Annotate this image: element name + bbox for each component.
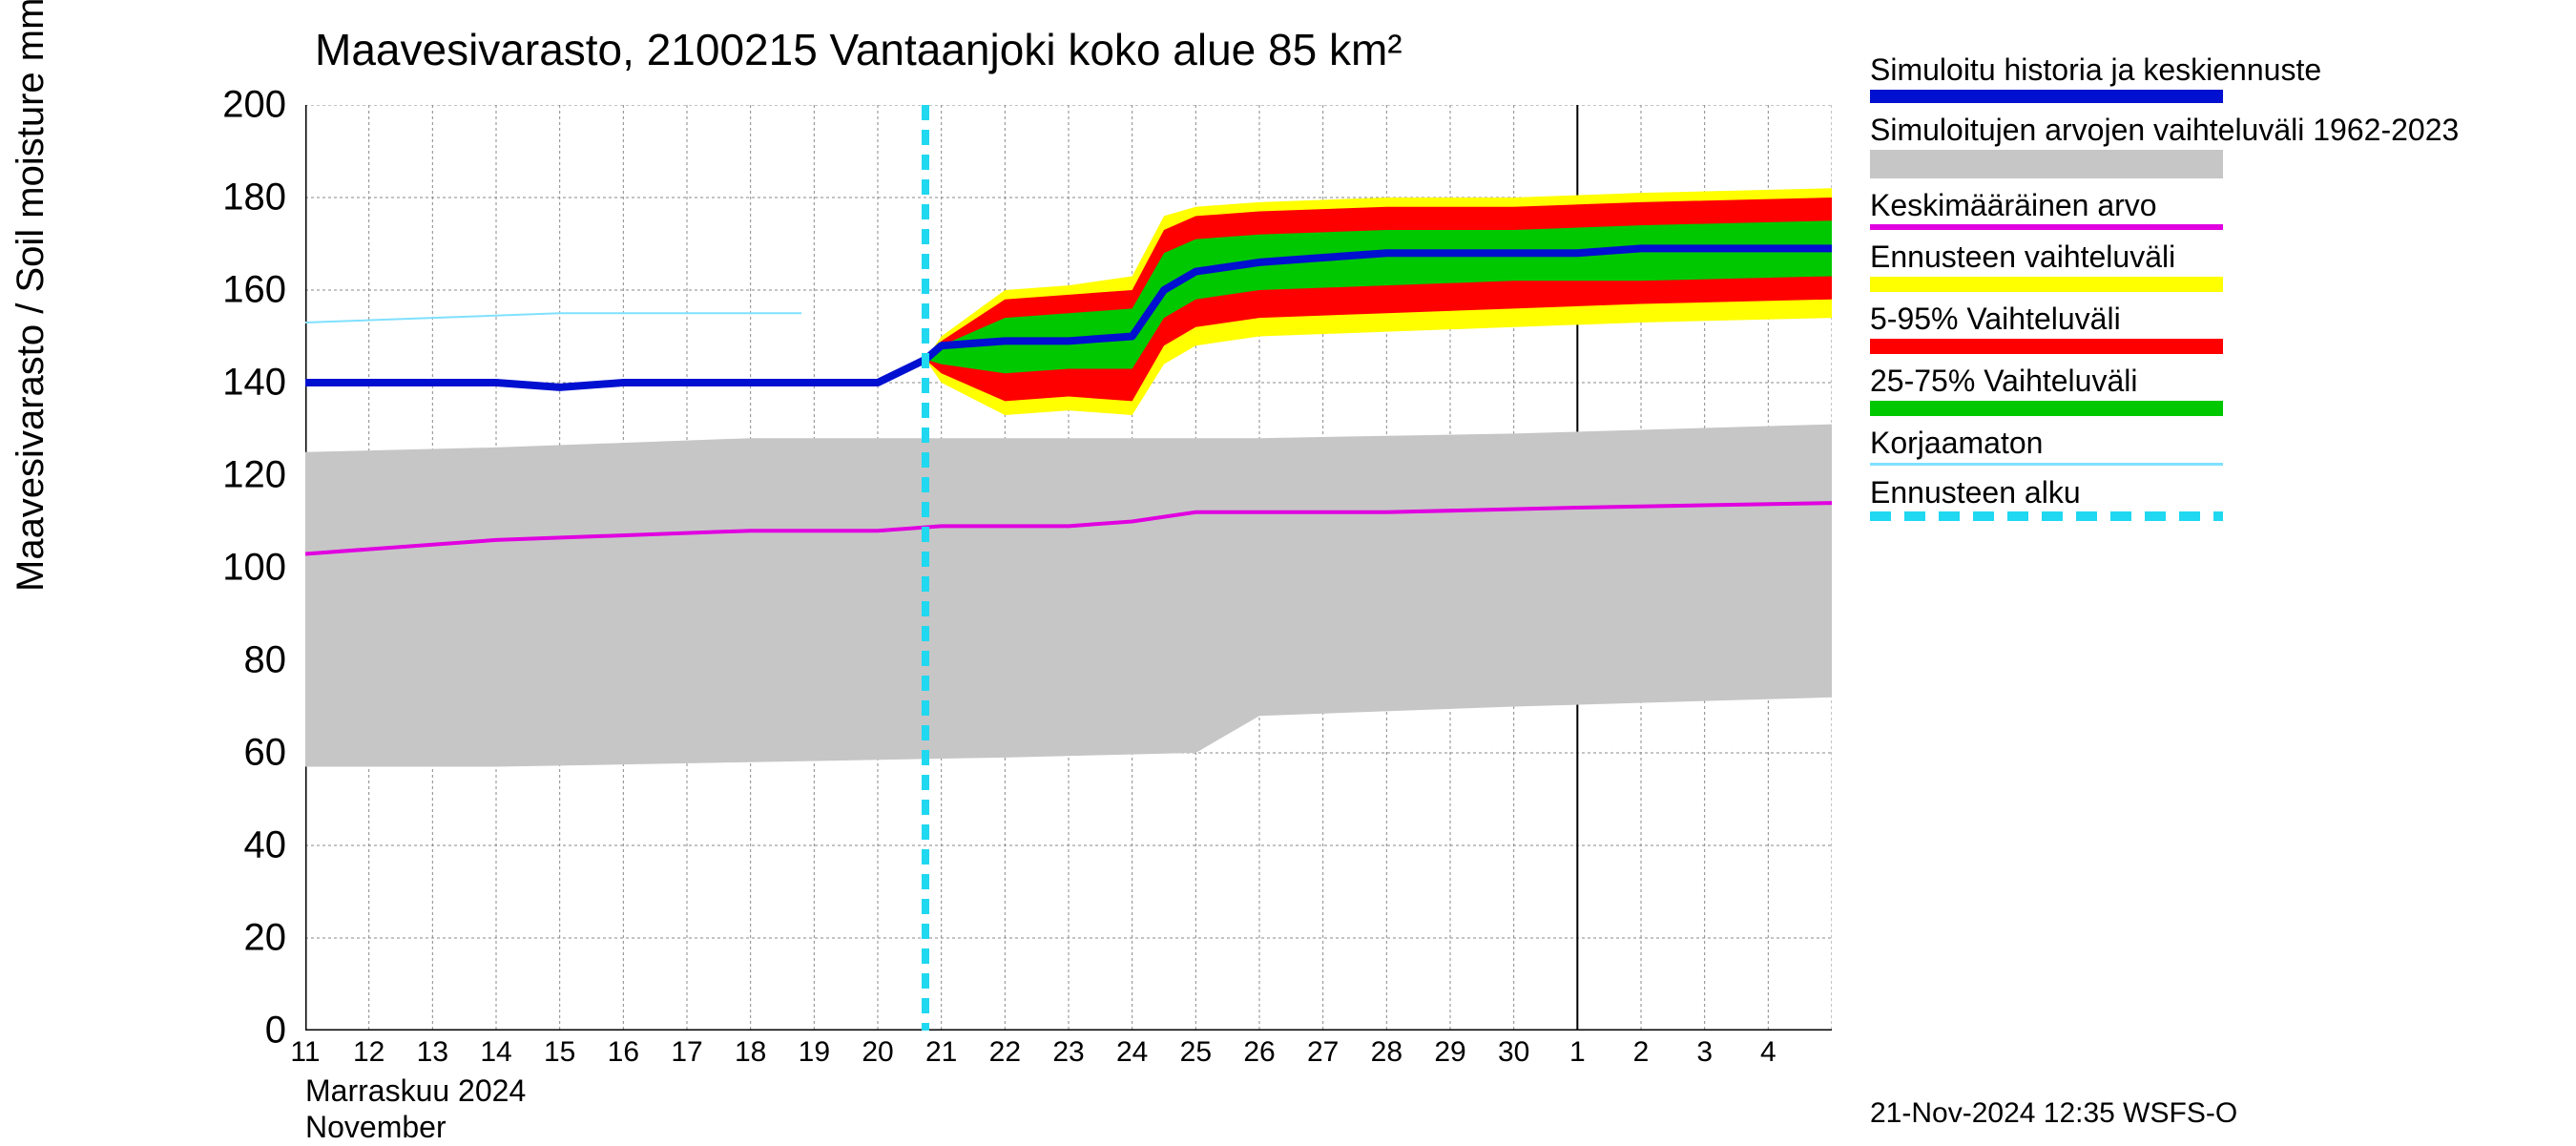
legend-item: Ennusteen vaihteluväli (1870, 240, 2557, 292)
legend-swatch (1870, 339, 2223, 354)
legend-item: 25-75% Vaihteluväli (1870, 364, 2557, 416)
plot-area: 020406080100120140160180200 111213141516… (305, 105, 1832, 1031)
legend-label: 25-75% Vaihteluväli (1870, 364, 2557, 401)
y-tick-label: 160 (222, 269, 286, 312)
x-tick-label: 22 (989, 1036, 1021, 1069)
legend-label: Keskimääräinen arvo (1870, 188, 2557, 225)
x-tick-label: 1 (1569, 1036, 1586, 1069)
x-tick-label: 16 (608, 1036, 639, 1069)
y-tick-label: 120 (222, 454, 286, 497)
y-tick-label: 20 (244, 917, 287, 960)
x-tick-label: 21 (925, 1036, 957, 1069)
chart-title: Maavesivarasto, 2100215 Vantaanjoki koko… (315, 24, 1402, 75)
y-axis-label: Maavesivarasto / Soil moisture mm (10, 0, 52, 592)
x-tick-label: 20 (862, 1036, 893, 1069)
legend-label: Korjaamaton (1870, 426, 2557, 463)
x-month-label: Marraskuu 2024 November (305, 1073, 526, 1146)
x-tick-label: 23 (1052, 1036, 1084, 1069)
plot-svg (305, 105, 1832, 1031)
x-tick-label: 25 (1180, 1036, 1212, 1069)
x-tick-label: 2 (1633, 1036, 1650, 1069)
legend-swatch (1870, 90, 2223, 103)
y-tick-label: 140 (222, 362, 286, 405)
x-month-line1: Marraskuu 2024 (305, 1073, 526, 1109)
timestamp: 21-Nov-2024 12:35 WSFS-O (1870, 1097, 2237, 1130)
y-tick-label: 0 (265, 1010, 286, 1052)
x-tick-label: 12 (353, 1036, 384, 1069)
y-tick-label: 60 (244, 732, 287, 775)
legend-swatch (1870, 150, 2223, 178)
legend-label: Simuloitujen arvojen vaihteluväli 1962-2… (1870, 113, 2557, 150)
x-tick-label: 13 (417, 1036, 448, 1069)
y-tick-label: 180 (222, 177, 286, 219)
x-tick-label: 26 (1243, 1036, 1275, 1069)
legend-swatch (1870, 401, 2223, 416)
x-tick-label: 30 (1498, 1036, 1529, 1069)
legend-item: Keskimääräinen arvo (1870, 188, 2557, 231)
legend-label: Simuloitu historia ja keskiennuste (1870, 52, 2557, 90)
x-tick-label: 18 (735, 1036, 766, 1069)
legend-label: 5-95% Vaihteluväli (1870, 302, 2557, 339)
legend-label: Ennusteen alku (1870, 475, 2557, 512)
legend-label: Ennusteen vaihteluväli (1870, 240, 2557, 277)
legend-item: Simuloitujen arvojen vaihteluväli 1962-2… (1870, 113, 2557, 178)
x-tick-label: 11 (290, 1036, 320, 1069)
x-tick-label: 17 (671, 1036, 702, 1069)
x-tick-label: 4 (1760, 1036, 1776, 1069)
legend-item: 5-95% Vaihteluväli (1870, 302, 2557, 354)
x-tick-label: 14 (480, 1036, 511, 1069)
legend-item: Ennusteen alku (1870, 475, 2557, 522)
x-tick-label: 3 (1696, 1036, 1713, 1069)
legend-item: Simuloitu historia ja keskiennuste (1870, 52, 2557, 103)
y-tick-label: 40 (244, 824, 287, 867)
legend-swatch (1870, 277, 2223, 292)
y-tick-label: 100 (222, 547, 286, 590)
legend-swatch (1870, 511, 2223, 521)
x-tick-label: 19 (799, 1036, 830, 1069)
y-tick-label: 80 (244, 639, 287, 682)
y-tick-label: 200 (222, 84, 286, 127)
x-tick-label: 29 (1434, 1036, 1465, 1069)
x-tick-label: 24 (1116, 1036, 1148, 1069)
x-tick-label: 15 (544, 1036, 575, 1069)
x-tick-label: 28 (1371, 1036, 1402, 1069)
legend-swatch (1870, 224, 2223, 230)
legend-item: Korjaamaton (1870, 426, 2557, 466)
legend-swatch (1870, 463, 2223, 466)
x-tick-label: 27 (1307, 1036, 1339, 1069)
legend: Simuloitu historia ja keskiennuste Simulo… (1870, 52, 2557, 531)
chart-container: Maavesivarasto, 2100215 Vantaanjoki koko… (0, 0, 2576, 1145)
x-month-line2: November (305, 1109, 526, 1145)
